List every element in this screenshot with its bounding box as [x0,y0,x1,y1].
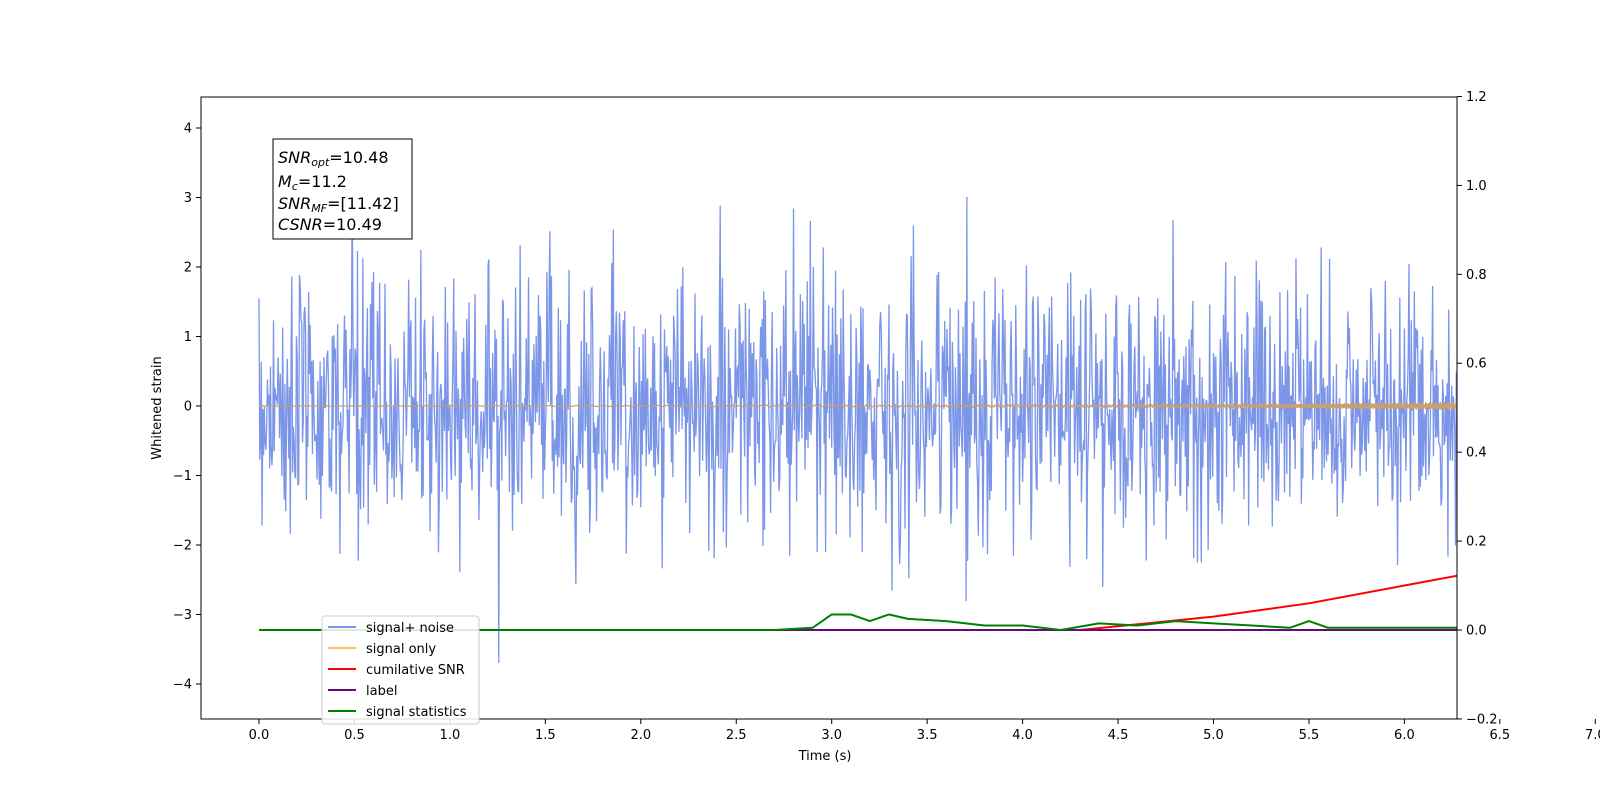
x-tick-label: 1.0 [440,728,461,743]
x-tick-label: 6.0 [1394,728,1415,743]
legend-label-signal-statistics: signal statistics [366,705,467,720]
y2-tick-label: 1.2 [1466,90,1487,105]
y-tick-label: −2 [173,539,192,554]
x-tick-label: 7.0 [1585,728,1600,743]
signal-noise-series [258,171,1457,664]
signal-statistics-line [259,613,1457,631]
y-tick-label: 1 [184,330,192,345]
y2-tick-label: 0.8 [1466,268,1487,283]
y-tick-label: 0 [184,400,192,415]
y-axis-left: 4 3 2 1 0 −1 −2 −3 −4 [173,122,201,693]
y-tick-label: 3 [184,191,192,206]
y-tick-label: 4 [184,122,192,137]
x-axis-title: Time (s) [798,749,852,764]
plot-frame [200,96,1458,720]
y-axis-title: Whitened strain [150,356,165,459]
legend-label-signal-noise: signal+ noise [366,621,454,636]
stats-line-mc: Mc=11.2 [278,172,347,193]
y-tick-label: −3 [173,608,192,623]
x-tick-label: 2.5 [726,728,747,743]
x-tick-label: 0.5 [344,728,365,743]
y-tick-label: −4 [173,678,192,693]
y-axis-right: 1.2 1.0 0.8 0.6 0.4 0.2 0.0 −0.2 [1457,90,1498,727]
signal-only-series [259,401,1457,411]
signal-only-line [259,401,1457,411]
stats-line-snr-mf: SNRMF=[11.42] [278,194,399,215]
legend-label-label: label [366,684,397,699]
y2-tick-label: 0.4 [1466,446,1487,461]
y2-tick-label: 0.6 [1466,357,1487,372]
legend-label-cumulative-snr: cumilative SNR [366,663,465,678]
stats-line-snr-opt: SNRopt=10.48 [278,148,389,169]
stats-box: SNRopt=10.48 Mc=11.2 SNRMF=[11.42] CSNR=… [272,138,413,240]
y-tick-label: −1 [173,469,192,484]
x-tick-label: 5.0 [1203,728,1224,743]
y2-tick-label: −0.2 [1466,712,1498,727]
signal-noise-line [258,171,1457,664]
x-tick-label: 4.5 [1108,728,1129,743]
x-tick-label: 4.0 [1012,728,1033,743]
y2-tick-label: 0.0 [1466,624,1487,639]
x-tick-label: 6.5 [1490,728,1511,743]
x-tick-label: 3.0 [821,728,842,743]
stats-line-csnr: CSNR=10.49 [278,215,382,234]
y2-tick-label: 1.0 [1466,179,1487,194]
legend-label-signal-only: signal only [366,642,436,657]
legend: signal+ noise signal only cumilative SNR… [321,615,480,725]
x-tick-label: 2.0 [630,728,651,743]
right-axis-series [259,574,1457,631]
x-tick-label: 0.0 [249,728,270,743]
x-tick-label: 1.5 [535,728,556,743]
legend-frame [321,615,480,725]
x-axis: 0.0 0.5 1.0 1.5 2.0 2.5 3.0 3.5 4.0 4.5 5.0 5.5 6.0 6… [249,719,1600,743]
cumulative-snr-line [1079,574,1457,631]
y-tick-label: 2 [184,261,192,276]
x-tick-label: 3.5 [917,728,938,743]
x-tick-label: 5.5 [1299,728,1320,743]
stats-box-frame [272,138,413,240]
y2-tick-label: 0.2 [1466,535,1487,550]
